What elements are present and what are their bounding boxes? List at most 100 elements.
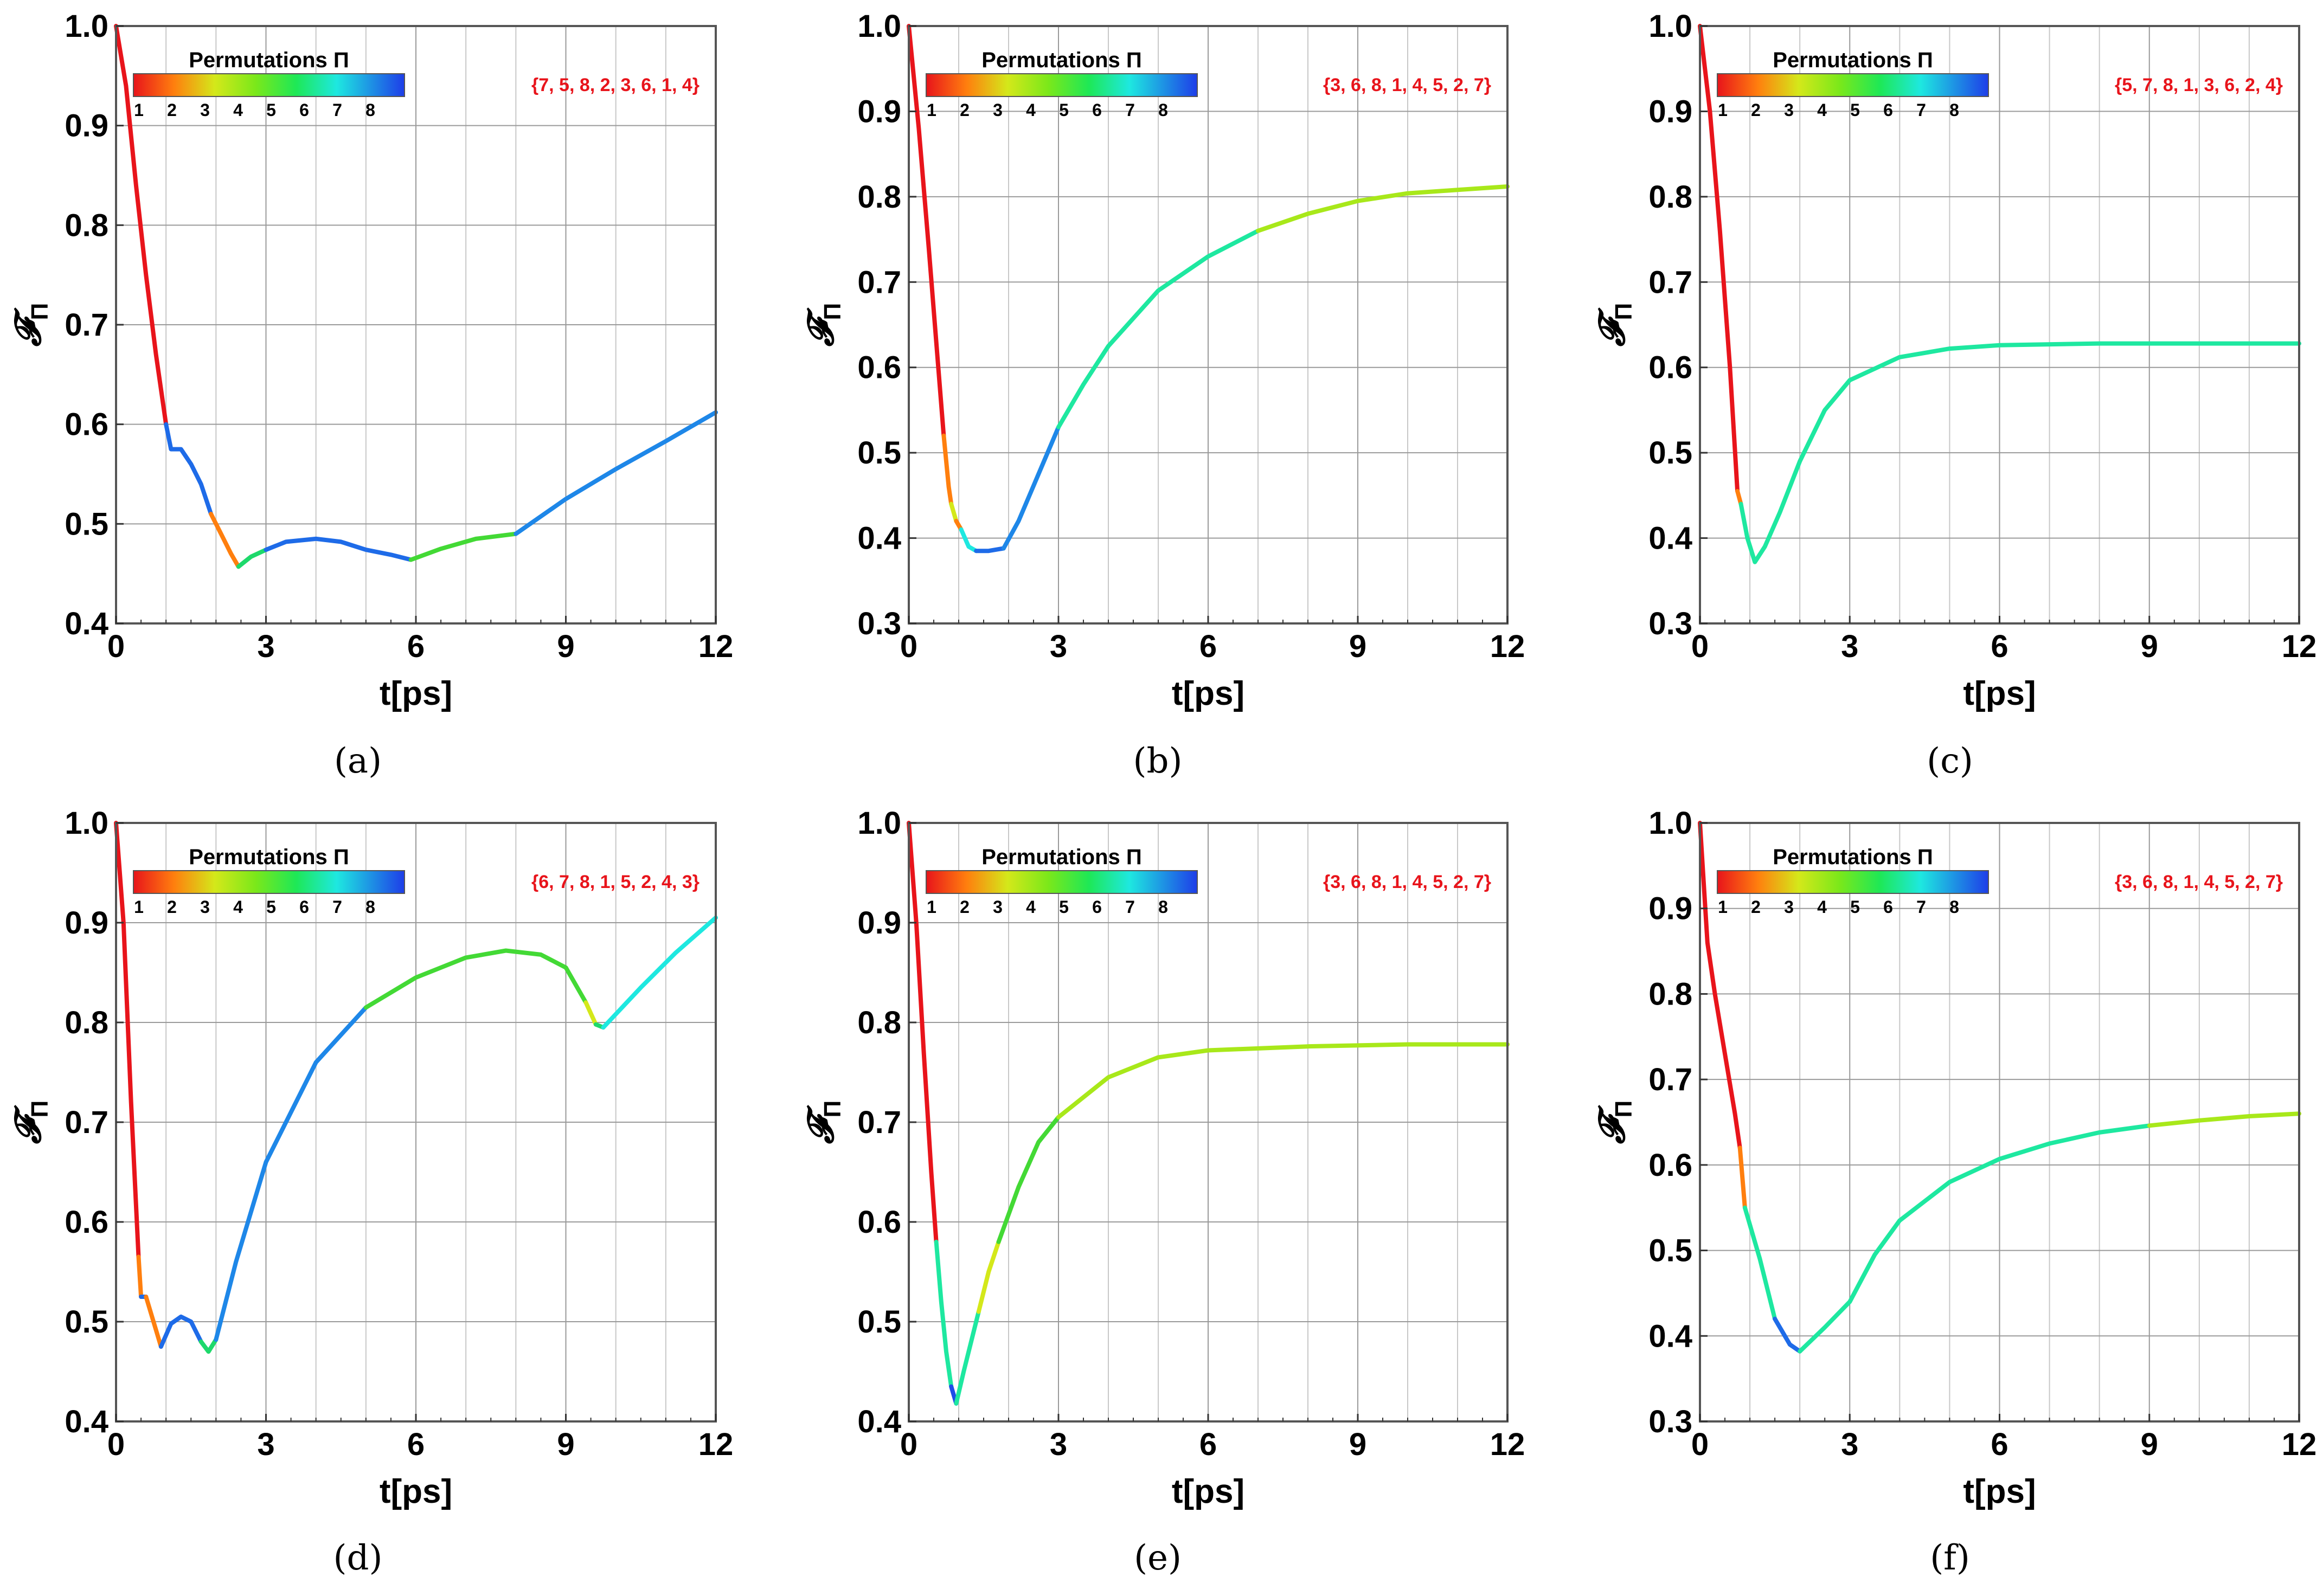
x-tick-label: 12	[1490, 629, 1525, 664]
legend-number: 1	[134, 100, 144, 120]
panel-caption: (e)	[1134, 1538, 1182, 1578]
curve-segment	[583, 1000, 598, 1027]
y-tick-label: 1.0	[857, 9, 901, 44]
y-tick-label: 0.8	[1648, 976, 1692, 1012]
y-axis-label-subscript: Π	[819, 303, 846, 320]
permutation-label: {6, 7, 8, 1, 5, 2, 4, 3}	[531, 872, 700, 892]
legend-number: 3	[1784, 897, 1794, 917]
y-tick-label: 0.4	[65, 606, 108, 641]
curve-segment	[959, 527, 979, 554]
y-tick-label: 0.7	[1648, 1062, 1692, 1097]
x-tick-label: 6	[407, 1427, 425, 1462]
y-tick-label: 0.4	[1648, 1318, 1692, 1354]
legend-colorbar	[1717, 870, 1989, 894]
legend-number: 3	[993, 897, 1003, 917]
curve-segment	[907, 821, 939, 1244]
x-tick-label: 3	[1841, 1427, 1858, 1462]
legend-title: Permutations Π	[189, 845, 349, 869]
legend-number: 4	[233, 897, 243, 917]
curve-segment	[1056, 228, 1260, 429]
panel-f: 0 3 6 9 120.30.40.50.60.70.80.91.0t[ps]𝓕ΠPer…	[1590, 806, 2316, 1578]
legend-number: 1	[927, 100, 936, 120]
legend-title: Permutations Π	[981, 845, 1142, 869]
panel-caption: (b)	[1133, 741, 1183, 781]
legend-number: 6	[299, 100, 309, 120]
y-tick-label: 0.9	[65, 905, 108, 941]
curve-segment	[514, 410, 718, 536]
x-tick-label: 3	[257, 1427, 274, 1462]
legend-number: 8	[1158, 897, 1168, 917]
curve-segment	[1773, 1316, 1802, 1354]
x-tick-label: 6	[1991, 629, 2008, 664]
legend-number: 2	[960, 897, 970, 917]
legend-number: 2	[1751, 897, 1761, 917]
y-tick-label: 0.4	[857, 1404, 901, 1439]
x-tick-label: 9	[1349, 1427, 1366, 1462]
y-axis-label-subscript: Π	[1610, 1101, 1637, 1118]
legend-number: 5	[266, 100, 276, 120]
legend-number: 2	[1751, 100, 1761, 120]
y-tick-label: 0.6	[1648, 1148, 1692, 1183]
legend-number: 4	[1026, 100, 1036, 120]
y-tick-label: 0.8	[1648, 179, 1692, 215]
curve-segment	[996, 1115, 1061, 1244]
curve-segment	[941, 433, 954, 506]
panel-caption: (d)	[333, 1538, 383, 1578]
x-tick-label: 0	[1691, 629, 1709, 664]
legend-number: 8	[365, 897, 375, 917]
panel-caption: (a)	[334, 741, 382, 781]
y-tick-label: 1.0	[857, 806, 901, 841]
y-tick-label: 0.5	[857, 1304, 901, 1340]
y-tick-label: 0.6	[857, 350, 901, 385]
y-tick-label: 0.7	[1648, 265, 1692, 300]
legend-number: 7	[332, 100, 342, 120]
x-tick-label: 12	[698, 1427, 734, 1462]
y-tick-label: 0.5	[65, 506, 108, 542]
panel-caption: (c)	[1927, 741, 1973, 781]
x-tick-label: 3	[1050, 629, 1067, 664]
legend-number: 3	[200, 897, 210, 917]
curve-segment	[198, 1337, 219, 1354]
legend-colorbar	[133, 73, 405, 97]
y-axis-label: 𝓕Π	[799, 1101, 846, 1145]
y-tick-label: 0.3	[857, 606, 901, 641]
legend-number: 6	[299, 897, 309, 917]
curve-segment	[363, 948, 588, 1010]
y-axis-label: 𝓕Π	[7, 1101, 53, 1145]
y-tick-label: 0.9	[857, 905, 901, 941]
legend-number: 2	[960, 100, 970, 120]
curve-segment	[907, 24, 946, 438]
permutation-label: {5, 7, 8, 1, 3, 6, 2, 4}	[2115, 75, 2283, 95]
x-tick-label: 6	[1199, 1427, 1217, 1462]
permutation-label: {3, 6, 8, 1, 4, 5, 2, 7}	[2115, 872, 2283, 892]
y-axis-label: 𝓕Π	[1590, 303, 1637, 347]
legend-number: 7	[1125, 897, 1135, 917]
y-tick-label: 0.8	[857, 1005, 901, 1040]
y-tick-label: 0.6	[65, 1205, 108, 1240]
x-tick-label: 0	[107, 1427, 125, 1462]
curve-segment	[264, 536, 413, 562]
y-tick-label: 0.6	[1648, 350, 1692, 385]
curve-segment	[2147, 1111, 2301, 1128]
y-tick-label: 0.9	[1648, 891, 1692, 926]
legend-number: 8	[1949, 897, 1959, 917]
curve-segment	[158, 1314, 203, 1349]
x-tick-label: 0	[900, 1427, 917, 1462]
y-tick-label: 0.3	[1648, 1404, 1692, 1439]
curve-segment	[209, 512, 241, 569]
legend-colorbar	[926, 73, 1198, 97]
legend-colorbar	[926, 870, 1198, 894]
x-tick-label: 12	[1490, 1427, 1525, 1462]
curve-segment	[1798, 1123, 2152, 1354]
x-tick-label: 6	[1199, 629, 1217, 664]
legend-number: 5	[1850, 897, 1860, 917]
curve-segment	[1742, 1205, 1777, 1321]
x-tick-label: 9	[557, 629, 574, 664]
y-tick-label: 0.4	[65, 1404, 108, 1439]
curve-segment	[601, 915, 718, 1030]
x-axis-label: t[ps]	[1172, 1473, 1244, 1510]
x-tick-label: 9	[2141, 1427, 2158, 1462]
legend-number: 1	[134, 897, 144, 917]
legend-number: 1	[1718, 100, 1728, 120]
